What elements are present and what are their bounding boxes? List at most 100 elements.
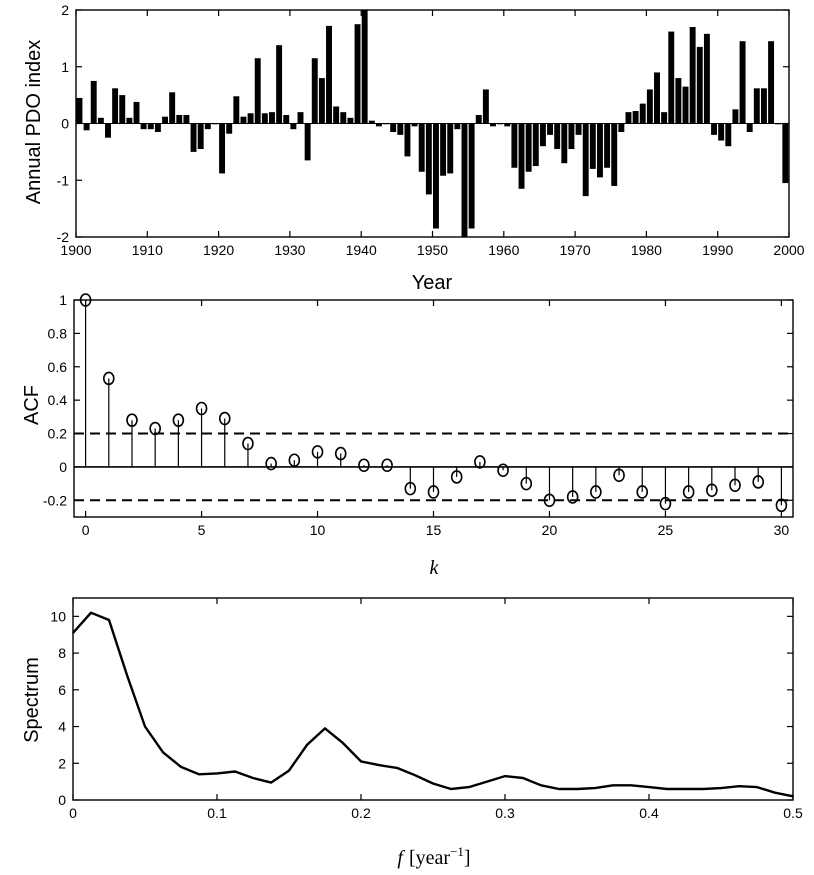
acf-panel: ACF k 0 5 10 15 20 25 30 -0.2 0 0.2 0.4 0.6 0.8 1 [21, 292, 794, 579]
spectrum-point [612, 784, 614, 787]
spectrum-point [504, 775, 506, 777]
spectrum-point [774, 791, 776, 794]
acf-ytick-label: 0 [59, 459, 67, 475]
pdo-bar [183, 114, 190, 124]
acf-marker [311, 445, 324, 459]
pdo-bar [425, 123, 432, 195]
spectrum-panel: Spectrum f [year−1] 0 0.1 0.2 0.3 0.4 0.5 0 2 4 6 8… [21, 597, 803, 869]
spectrum-xlabel: f [year−1] [397, 844, 470, 869]
acf-xlabel: k [430, 557, 440, 579]
pdo-bar [632, 111, 639, 124]
spectrum-xlabel-exp: −1 [450, 844, 464, 859]
acf-marker [752, 475, 765, 489]
acf-marker [520, 476, 533, 491]
pdo-bar [753, 88, 760, 124]
pdo-bar [112, 88, 119, 124]
pdo-bar [269, 112, 275, 124]
pdo-bar [326, 25, 332, 124]
pdo-bar [582, 123, 589, 197]
pdo-bar [618, 123, 625, 133]
pdo-bar [760, 88, 767, 124]
spectrum-point [126, 674, 128, 676]
spectrum-point [450, 788, 452, 790]
pdo-bar [361, 10, 368, 124]
acf-marker [126, 413, 138, 427]
pdo-bar [140, 123, 147, 130]
pdo-xlabel: Year [412, 272, 453, 294]
pdo-bar [311, 58, 318, 124]
acf-ytick-label: -0.2 [43, 492, 67, 508]
acf-marker [381, 458, 393, 473]
acf-marker [265, 456, 277, 471]
acf-marker [242, 436, 254, 451]
spectrum-point [468, 786, 470, 788]
pdo-bar [404, 123, 411, 157]
pdo-bar [454, 123, 461, 130]
pdo-bar [725, 123, 732, 147]
pdo-bar [254, 58, 261, 124]
pdo-bar [554, 123, 561, 150]
pdo-xtick-label: 1970 [560, 242, 591, 258]
acf-marker [543, 493, 556, 508]
spectrum-point [288, 769, 290, 772]
spectrum-point [360, 760, 362, 763]
pdo-bar [368, 120, 375, 124]
spectrum-xtick-label: 0 [69, 805, 77, 821]
pdo-bar [575, 123, 582, 135]
pdo-bar [176, 114, 183, 124]
spectrum-point [648, 786, 650, 788]
pdo-bar [596, 123, 603, 178]
pdo-bar [518, 123, 525, 189]
pdo-bar [333, 106, 340, 124]
acf-marker [682, 485, 695, 499]
pdo-bar [568, 123, 575, 150]
spectrum-xtick-label: 0.4 [639, 805, 659, 821]
acf-ytick-label: 0.4 [48, 392, 68, 408]
pdo-xtick-label: 1990 [702, 242, 733, 258]
spectrum-point [144, 725, 146, 728]
spectrum-point [396, 767, 398, 769]
spectrum-point [306, 744, 308, 746]
pdo-bar [433, 123, 439, 229]
pdo-bar [718, 123, 725, 141]
acf-marker [474, 455, 486, 469]
pdo-bar [190, 123, 197, 152]
spectrum-point [540, 784, 542, 787]
acf-xtick-label: 30 [774, 522, 790, 538]
spectrum-point [720, 787, 722, 789]
pdo-bar [375, 123, 382, 127]
spectrum-point [738, 785, 740, 788]
pdo-bar [490, 123, 496, 127]
pdo-bar [119, 95, 126, 124]
spectrum-ytick-label: 0 [58, 792, 66, 808]
pdo-bar [340, 112, 347, 124]
pdo-bar [133, 101, 140, 124]
pdo-bar [290, 123, 297, 130]
pdo-bar [162, 116, 168, 124]
pdo-bar [682, 86, 689, 124]
spectrum-point [756, 786, 758, 788]
pdo-bar [675, 78, 682, 124]
pdo-bar [397, 123, 404, 135]
spectrum-point [198, 773, 200, 776]
pdo-bar [197, 123, 204, 150]
spectrum-point [666, 788, 668, 790]
pdo-bar [589, 123, 596, 169]
acf-marker [636, 485, 649, 499]
acf-marker [566, 490, 579, 504]
pdo-bar [646, 89, 653, 124]
pdo-bar [504, 123, 511, 127]
spectrum-point [252, 777, 254, 779]
pdo-ylabel: Annual PDO index [23, 40, 45, 205]
pdo-bar [154, 123, 161, 133]
pdo-bar [97, 117, 104, 124]
pdo-bar [639, 103, 646, 124]
pdo-xtick-label: 1960 [488, 242, 519, 258]
acf-ytick-label: 0.8 [48, 325, 68, 341]
spectrum-point [180, 766, 182, 768]
acf-xtick-label: 25 [658, 522, 674, 538]
pdo-bar [654, 72, 660, 124]
pdo-xtick-label: 2000 [773, 242, 804, 258]
pdo-bar [411, 123, 418, 127]
